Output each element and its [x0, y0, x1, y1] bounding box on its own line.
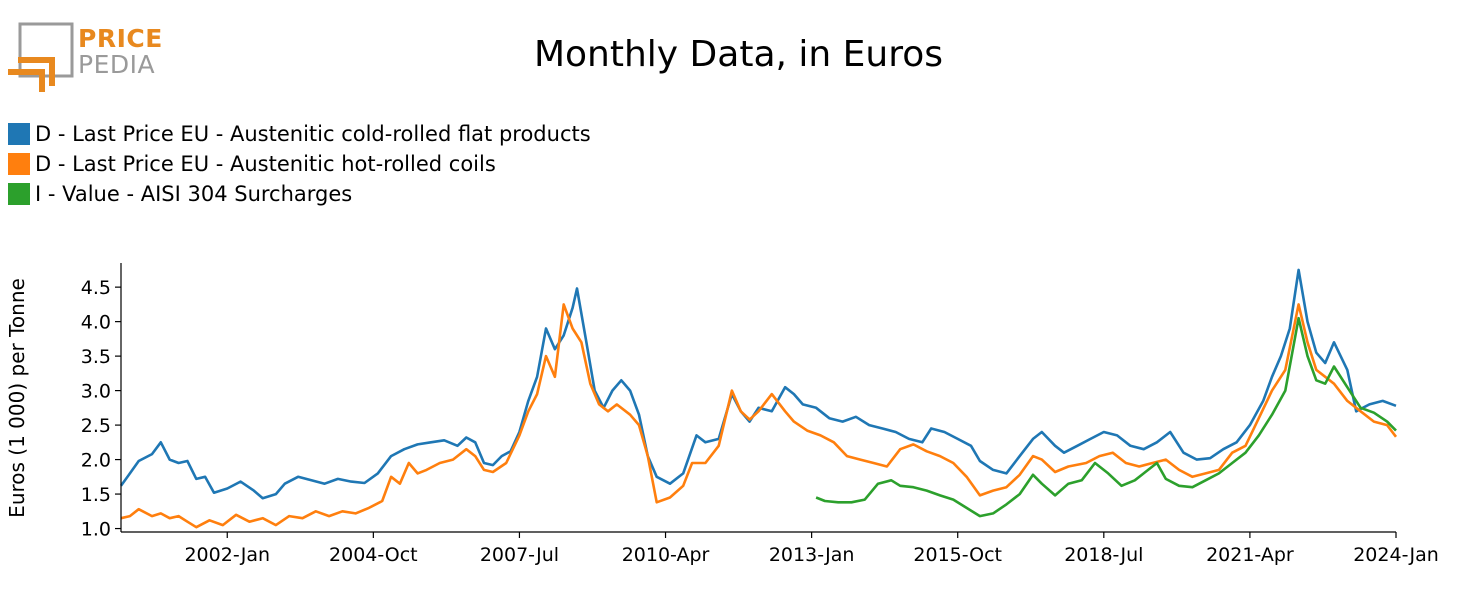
x-tick-label: 2021-Apr	[1206, 544, 1294, 566]
x-tick-label: 2004-Oct	[329, 544, 418, 566]
axes: 1.0 1.5 2.0 2.5 3.0 3.5 4.0 4.5 2002-Jan 2004-Oct…	[81, 263, 1439, 566]
x-tick-label: 2013-Jan	[769, 544, 855, 566]
y-tick-label: 3.5	[81, 346, 111, 368]
series-line-1	[120, 303, 1398, 529]
legend-item-cold-rolled[interactable]: D - Last Price EU - Austenitic cold-roll…	[8, 119, 591, 149]
legend-label: D - Last Price EU - Austenitic hot-rolle…	[35, 152, 496, 176]
legend-item-hot-rolled[interactable]: D - Last Price EU - Austenitic hot-rolle…	[8, 149, 591, 179]
legend-label: I - Value - AISI 304 Surcharges	[35, 182, 353, 206]
y-tick-label: 4.5	[81, 277, 111, 299]
series-line-0	[119, 268, 1397, 500]
legend: D - Last Price EU - Austenitic cold-roll…	[8, 119, 591, 209]
legend-item-surcharges[interactable]: I - Value - AISI 304 Surcharges	[8, 179, 591, 209]
pricepedia-logo: PRICE PEDIA	[8, 20, 168, 95]
y-axis-title: Euros (1 000) per Tonne	[5, 278, 29, 518]
chart-title: Monthly Data, in Euros	[533, 34, 944, 75]
logo-mark-icon	[8, 22, 74, 92]
legend-swatch	[8, 123, 30, 145]
x-tick-label: 2007-Jul	[480, 544, 559, 566]
legend-swatch	[8, 153, 30, 175]
y-tick-label: 1.5	[81, 484, 111, 506]
x-tick-label: 2018-Jul	[1064, 544, 1143, 566]
logo-text-price: PRICE	[78, 24, 163, 53]
legend-label: D - Last Price EU - Austenitic cold-roll…	[35, 122, 591, 146]
y-tick-label: 1.0	[81, 519, 111, 541]
legend-swatch	[8, 183, 30, 205]
series-lines	[119, 268, 1398, 529]
y-tick-label: 4.0	[81, 312, 111, 334]
series-line-2	[815, 316, 1397, 518]
y-tick-label: 2.0	[81, 450, 111, 472]
logo-text-pedia: PEDIA	[78, 50, 156, 79]
y-tick-label: 2.5	[81, 415, 111, 437]
x-tick-label: 2002-Jan	[184, 544, 270, 566]
x-tick-label: 2015-Oct	[913, 544, 1002, 566]
y-tick-label: 3.0	[81, 381, 111, 403]
x-tick-label: 2010-Apr	[622, 544, 710, 566]
x-tick-label: 2024-Jan	[1353, 544, 1439, 566]
